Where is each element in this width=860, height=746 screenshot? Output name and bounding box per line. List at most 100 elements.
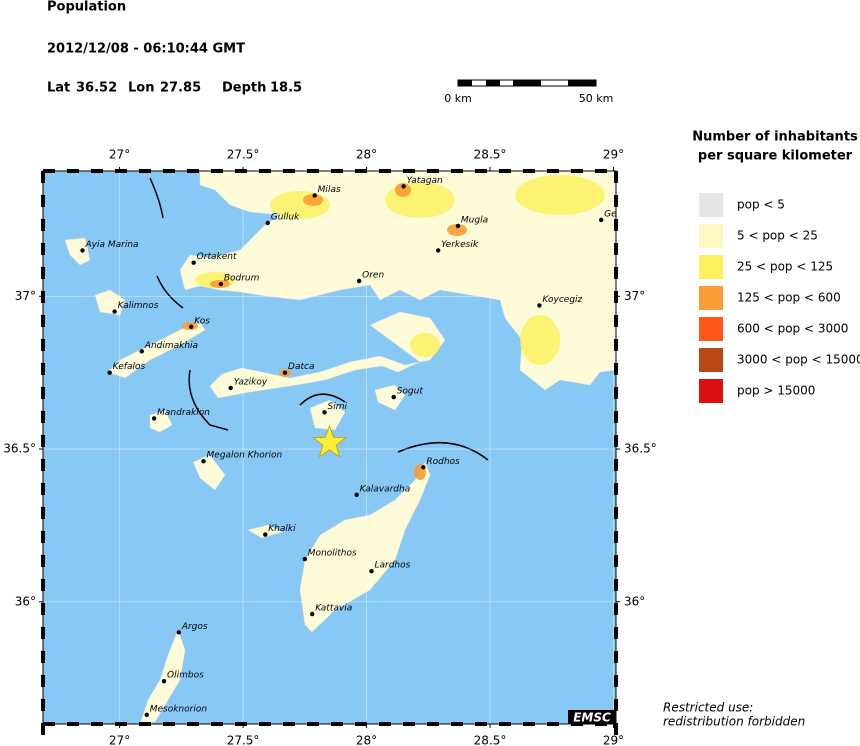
place-label: Lardhos	[374, 561, 410, 571]
frame-dash	[499, 722, 511, 726]
legend-label: pop < 5	[737, 198, 785, 212]
frame-dash	[41, 171, 45, 183]
frame-dash	[115, 722, 127, 726]
place-dot	[435, 248, 441, 253]
frame-dash	[614, 219, 618, 231]
scale-end: 50 km	[579, 92, 614, 105]
frame-dash	[355, 722, 367, 726]
map-frame	[42, 170, 617, 725]
frame-dash	[41, 579, 45, 591]
place-label: Gulluk	[271, 212, 300, 222]
frame-ticks	[39, 167, 620, 735]
frame-dash	[187, 169, 199, 173]
legend-title: per square kilometer	[698, 149, 853, 164]
place-dot	[265, 220, 270, 226]
legend-swatch	[699, 379, 723, 403]
frame-dash	[259, 169, 271, 173]
legend-label: 125 < pop < 600	[737, 291, 841, 305]
frame-dash	[614, 579, 618, 591]
place-label: Kalavardha	[360, 484, 411, 494]
frame-dash	[41, 603, 45, 615]
legend-swatch	[699, 348, 723, 372]
frame-dash	[139, 169, 151, 173]
frame-dash	[41, 387, 45, 399]
lon-value: 27.85	[160, 81, 201, 96]
place-label: Mandrakion	[157, 408, 210, 418]
legend-swatch	[699, 224, 723, 248]
place-label: Khalki	[268, 524, 296, 534]
frame-dash	[614, 723, 618, 735]
legend-label: 25 < pop < 125	[737, 260, 833, 274]
title: Population	[47, 0, 126, 15]
frame-dash	[41, 411, 45, 423]
place-label: Kos	[194, 316, 210, 326]
legend: pop < 5 5 < pop < 25 25 < pop < 125 125 < p…	[699, 193, 860, 403]
frame-dash	[547, 722, 559, 726]
lon-tick-label: 28°	[356, 148, 377, 162]
place-dot	[80, 248, 85, 253]
frame-dash	[307, 169, 319, 173]
place-dot	[282, 370, 288, 375]
frame-dash	[41, 315, 45, 327]
scale-start: 0 km	[444, 92, 472, 105]
place-label: Datca	[288, 362, 314, 372]
frame-dash	[41, 219, 45, 231]
frame-dash	[614, 315, 618, 327]
frame-dash	[614, 243, 618, 255]
place-dot	[455, 223, 461, 229]
frame-dash	[614, 459, 618, 471]
frame-dash	[41, 675, 45, 687]
places: Milas Yatagan Gulluk Mugla Yerkesik Ge Ortaken…	[80, 176, 617, 718]
lon-tick-label: 28°	[356, 734, 377, 746]
place-label: Yazikoy	[234, 377, 268, 387]
place-label: Simi	[328, 402, 348, 412]
frame-dash	[211, 169, 223, 173]
frame-dash	[614, 507, 618, 519]
frame-dash	[41, 267, 45, 279]
frame-dash	[91, 722, 103, 726]
frame-dash	[41, 507, 45, 519]
lat-tick-label: 36.5°	[624, 442, 657, 456]
place-dot	[401, 184, 406, 189]
frame-dash	[41, 723, 45, 735]
lon-tick-label: 27.5°	[227, 148, 260, 162]
frame-dash	[235, 169, 247, 173]
date: 2012/12/08 - 06:10:44 GMT	[47, 42, 245, 57]
frame-dash	[187, 722, 199, 726]
lon-label: Lon	[128, 81, 154, 96]
legend-label: 3000 < pop < 15000	[737, 353, 860, 367]
frame-dash	[614, 627, 618, 639]
place-dot	[112, 309, 117, 314]
frame-dash	[41, 363, 45, 375]
place-dot	[139, 349, 144, 354]
lon-tick-label: 27°	[109, 734, 130, 746]
legend-title: Number of inhabitants	[692, 130, 858, 145]
frame-dash	[614, 387, 618, 399]
frame-dash	[91, 169, 103, 173]
place-dot	[151, 416, 157, 421]
place-label: Andimakhia	[144, 341, 198, 351]
lat-value: 36.52	[76, 81, 117, 96]
place-dot	[191, 260, 196, 265]
place-dot	[201, 459, 206, 464]
frame-dash	[499, 169, 511, 173]
place-label: Argos	[181, 622, 208, 632]
place-dot	[176, 630, 182, 635]
frame-dash	[41, 291, 45, 303]
place-label: Sogut	[397, 387, 424, 397]
frame-dash	[595, 169, 607, 173]
place-dot	[228, 385, 233, 391]
frame-dash	[331, 169, 343, 173]
place-dot	[391, 394, 396, 400]
frame-dash	[163, 169, 175, 173]
place-dot	[598, 217, 604, 223]
place-dot	[144, 712, 149, 718]
lat-tick-label: 36°	[624, 594, 645, 608]
depth-value: 18.5	[270, 81, 302, 96]
place-dot	[302, 556, 308, 562]
legend-swatch	[699, 317, 723, 341]
scale-bar	[457, 79, 597, 87]
frame-dash	[614, 339, 618, 351]
note: redistribution forbidden	[663, 715, 805, 729]
